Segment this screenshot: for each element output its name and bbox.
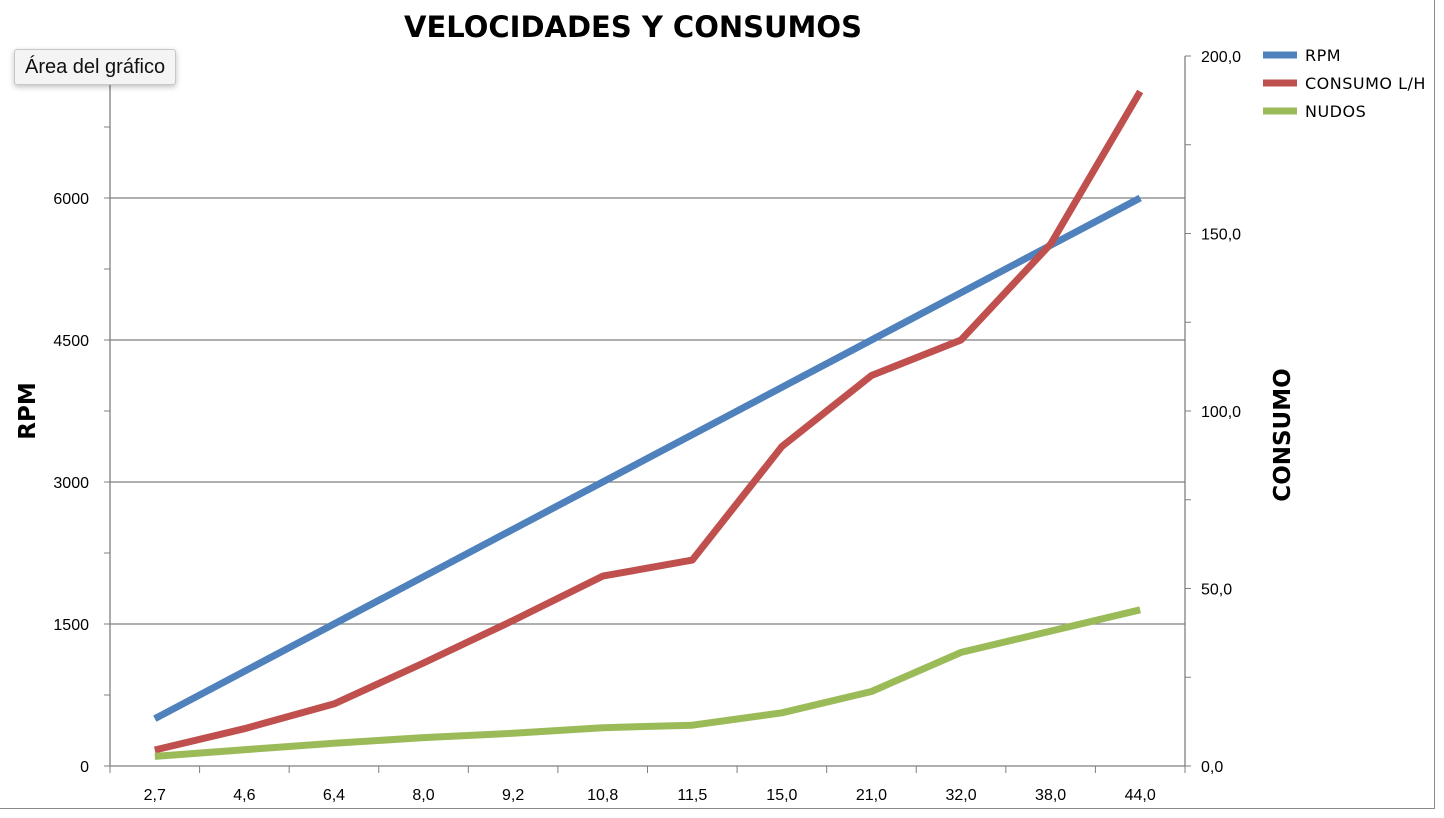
y-left-tick-label: 6000 [53,191,89,208]
y-right-tick-label: 200,0 [1201,49,1241,66]
series-line-rpm [153,194,1142,722]
x-tick-label: 15,0 [766,787,797,804]
x-tick-label: 44,0 [1125,787,1156,804]
legend: RPM CONSUMO L/H NUDOS [1263,46,1426,121]
x-tick-label: 8,0 [412,787,434,804]
y-left-tick-label: 4500 [53,333,89,350]
y-axis-right-title: CONSUMO [1270,368,1296,501]
left-axis-ticks: 0 1500 3000 4500 6000 [53,191,89,776]
series-line-nudos [154,606,1142,760]
x-tick-label: 32,0 [945,787,976,804]
y-right-tick-label: 0,0 [1201,759,1223,776]
x-tick-label: 6,4 [323,787,345,804]
legend-label-nudos: NUDOS [1305,102,1366,121]
legend-label-consumo-l-h: CONSUMO L/H [1305,74,1426,93]
x-tick-label: 9,2 [502,787,524,804]
series-line-consumo-l-h [153,89,1144,754]
y-right-tick-label: 100,0 [1201,404,1241,421]
series-lines [153,89,1144,760]
gridlines [110,197,1185,625]
y-left-tick-label: 0 [80,759,89,776]
y-right-tick-label: 150,0 [1201,227,1241,244]
x-axis-ticks: 2,7 4,6 6,4 8,0 9,2 10,8 11,5 15,0 21,0 32,0 38,0 4… [144,787,1156,804]
y-left-tick-label: 3000 [53,475,89,492]
x-tick-label: 4,6 [233,787,255,804]
x-tick-label: 11,5 [677,787,707,804]
y-axis-left-title: RPM [15,382,41,439]
y-right-tick-label: 50,0 [1201,582,1232,599]
x-tick-label: 38,0 [1035,787,1066,804]
x-tick-label: 21,0 [856,787,887,804]
y-left-tick-label: 1500 [53,617,89,634]
chart-area-tooltip: Área del gráfico [14,49,177,85]
axes [104,55,1191,773]
legend-label-rpm: RPM [1305,46,1341,65]
chart-title: VELOCIDADES Y CONSUMOS [404,10,862,44]
right-axis-ticks: 0,0 50,0 100,0 150,0 200,0 [1201,49,1241,776]
x-tick-label: 10,8 [587,787,618,804]
x-tick-label: 2,7 [144,787,166,804]
